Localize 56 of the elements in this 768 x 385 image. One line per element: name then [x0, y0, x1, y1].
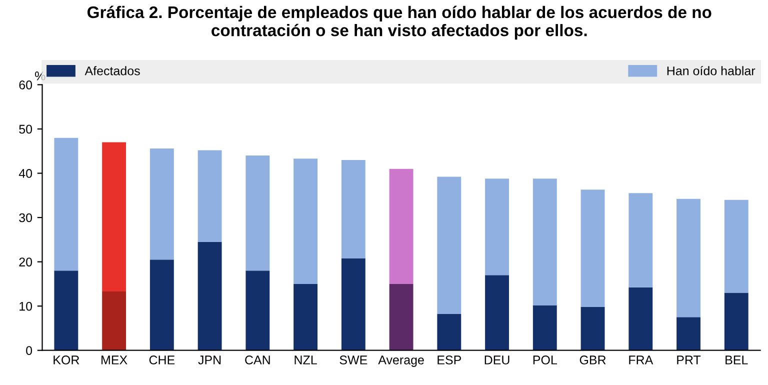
- bar: [628, 193, 653, 288]
- x-tick-label: ESP: [438, 356, 461, 364]
- bar: [150, 260, 174, 350]
- bar: [246, 156, 270, 271]
- bar: [246, 270, 270, 350]
- y-axis-title: %: [35, 72, 46, 80]
- y-tick-label: 60: [19, 80, 32, 90]
- bar: [485, 178, 509, 276]
- bar: [724, 292, 748, 350]
- bar: [102, 142, 126, 292]
- y-tick-label: 20: [19, 258, 32, 266]
- bar: [54, 270, 78, 350]
- bar: [198, 150, 222, 242]
- bar: [676, 198, 700, 318]
- bar: [150, 148, 174, 260]
- bar: [341, 160, 366, 258]
- y-tick-label: 10: [20, 302, 32, 311]
- bar: [724, 200, 748, 293]
- bar: [102, 291, 126, 350]
- bar: [580, 190, 605, 307]
- bar: [628, 287, 653, 350]
- x-tick-label: MEX: [102, 356, 128, 364]
- x-tick-label: FRA: [629, 356, 654, 364]
- bar: [437, 176, 462, 314]
- bar: [437, 314, 462, 350]
- x-tick-label: DEU: [484, 356, 510, 364]
- y-tick-label: 50: [19, 124, 32, 134]
- x-tick-label: CAN: [245, 356, 270, 364]
- chart-title: Gráfica 2. Porcentaje de empleados que han oído hablar de los acuerdos de no contratación o se han visto afectados por ellos.: [87, 6, 712, 40]
- legend-label: Han oído hablar: [667, 66, 756, 76]
- x-tick-label: JPN: [198, 356, 221, 364]
- bar: [580, 306, 605, 350]
- x-tick-label: BEL: [726, 356, 748, 364]
- x-tick-label: CHE: [149, 356, 175, 364]
- bar: [389, 168, 414, 284]
- x-tick-label: SWE: [340, 356, 368, 364]
- bar: [485, 275, 509, 350]
- bar: [198, 242, 222, 350]
- y-tick-label: 40: [18, 169, 32, 178]
- y-tick-label: 0: [26, 346, 32, 355]
- x-tick-label: KOR: [54, 356, 80, 364]
- bar: [676, 317, 700, 350]
- bar: [389, 284, 414, 350]
- bar: [294, 158, 318, 284]
- bar: [532, 305, 557, 350]
- x-tick-label: PRT: [677, 356, 701, 364]
- x-tick-label: POL: [533, 356, 557, 364]
- legend-label: Afectados: [84, 66, 140, 76]
- y-tick-label: 30: [19, 213, 32, 222]
- bar: [532, 178, 557, 306]
- bar: [54, 138, 78, 271]
- x-tick-label: NZL: [294, 356, 317, 364]
- x-tick-label: GBR: [580, 356, 606, 364]
- x-tick-label: Average: [378, 356, 424, 367]
- bar: [294, 284, 318, 350]
- bar: [341, 258, 366, 350]
